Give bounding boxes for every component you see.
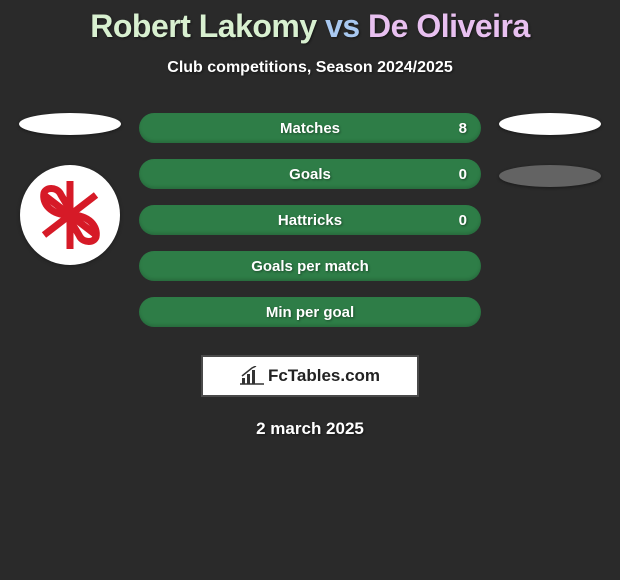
bar-goals-per-match: Goals per match bbox=[139, 251, 481, 281]
bar-hattricks: Hattricks 0 bbox=[139, 205, 481, 235]
bar-matches: Matches 8 bbox=[139, 113, 481, 143]
main-row: Matches 8 Goals 0 Hattricks 0 Goals per … bbox=[0, 113, 620, 343]
bar-label: Matches bbox=[280, 120, 340, 137]
right-ellipse-1 bbox=[499, 113, 601, 135]
right-ellipse-2 bbox=[499, 165, 601, 187]
left-logo-wrap bbox=[20, 165, 120, 265]
bar-value-right: 0 bbox=[459, 166, 467, 183]
fctables-text: FcTables.com bbox=[268, 366, 380, 386]
left-ellipse bbox=[19, 113, 121, 135]
bar-value-right: 8 bbox=[459, 120, 467, 137]
fctables-badge: FcTables.com bbox=[201, 355, 419, 397]
bars-column: Matches 8 Goals 0 Hattricks 0 Goals per … bbox=[139, 113, 481, 343]
page-title: Robert Lakomy vs De Oliveira bbox=[0, 8, 620, 45]
bar-goals: Goals 0 bbox=[139, 159, 481, 189]
bar-label: Min per goal bbox=[266, 304, 354, 321]
lks-logo-svg bbox=[30, 175, 110, 255]
bar-min-per-goal: Min per goal bbox=[139, 297, 481, 327]
vs-text: vs bbox=[325, 8, 368, 44]
bar-label: Goals bbox=[289, 166, 331, 183]
infographic-container: Robert Lakomy vs De Oliveira Club compet… bbox=[0, 0, 620, 439]
bar-label: Goals per match bbox=[251, 258, 369, 275]
club-logo-lks bbox=[20, 165, 120, 265]
subtitle: Club competitions, Season 2024/2025 bbox=[0, 59, 620, 77]
bar-value-right: 0 bbox=[459, 212, 467, 229]
player2-name: De Oliveira bbox=[368, 8, 530, 44]
right-column bbox=[495, 113, 605, 187]
date-label: 2 march 2025 bbox=[0, 419, 620, 439]
player1-name: Robert Lakomy bbox=[90, 8, 316, 44]
left-column bbox=[15, 113, 125, 265]
barchart-icon bbox=[240, 366, 264, 386]
bar-label: Hattricks bbox=[278, 212, 342, 229]
